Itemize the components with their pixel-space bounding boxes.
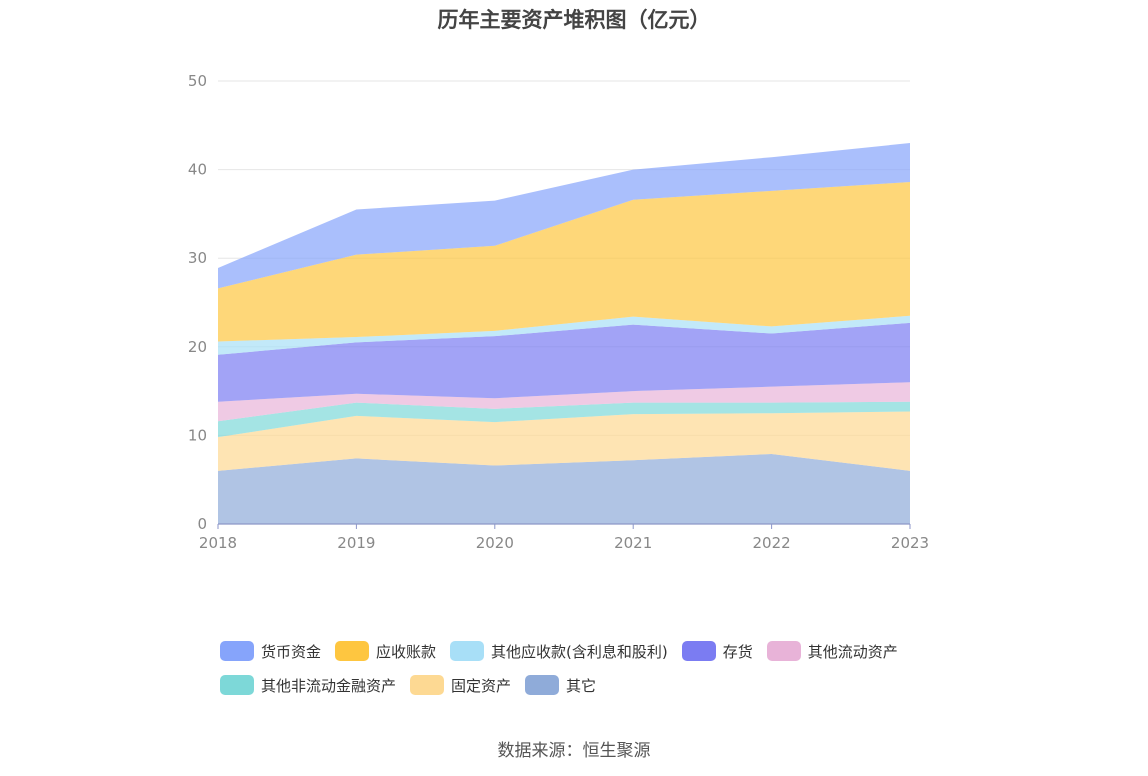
legend-item-存货[interactable]: 存货 xyxy=(681,640,753,662)
area-其他非流动金融资产 xyxy=(218,401,910,438)
legend-swatch xyxy=(220,641,254,661)
area-series xyxy=(218,143,910,524)
legend-item-其他流动资产[interactable]: 其他流动资产 xyxy=(766,640,898,662)
area-存货 xyxy=(218,322,910,402)
legend-label: 货币资金 xyxy=(261,642,322,661)
legend-swatch xyxy=(525,675,560,695)
axes: 0 10 20 30 40 50 2018 2019 2020 2021 2022 2023 xyxy=(188,72,929,552)
legend-item-其他应收款[interactable]: 其他应收款(含利息和股利) xyxy=(450,640,668,662)
legend-label: 其他应收款(含利息和股利) xyxy=(491,642,668,661)
legend: 货币资金 应收账款 其他应收款(含利息和股利) 存货 其他流动资产 其他非流动金… xyxy=(220,640,980,696)
legend-label: 其它 xyxy=(566,676,597,695)
x-tick-label: 2019 xyxy=(337,534,375,552)
legend-label: 应收账款 xyxy=(376,642,437,661)
data-source-note: 数据来源：恒生聚源 xyxy=(497,741,651,761)
legend-swatch xyxy=(220,675,254,695)
area-其它 xyxy=(218,454,910,524)
x-tick-label: 2021 xyxy=(614,534,652,552)
y-tick-label: 30 xyxy=(188,249,207,267)
legend-item-固定资产[interactable]: 固定资产 xyxy=(410,674,511,696)
area-货币资金 xyxy=(218,143,910,289)
legend-swatch xyxy=(410,675,445,695)
area-应收账款 xyxy=(218,182,910,342)
legend-label: 存货 xyxy=(722,642,753,661)
legend-label: 固定资产 xyxy=(451,676,512,695)
area-固定资产 xyxy=(218,411,910,471)
area-其他应收款(含利息和股利) xyxy=(218,315,910,355)
legend-label: 其他非流动金融资产 xyxy=(261,676,397,695)
y-tick-label: 0 xyxy=(197,515,207,533)
area-其他流动资产 xyxy=(218,382,910,422)
x-tick-label: 2023 xyxy=(891,534,929,552)
legend-item-其他非流动金融资产[interactable]: 其他非流动金融资产 xyxy=(220,674,396,696)
legend-swatch xyxy=(450,641,485,661)
y-tick-label: 40 xyxy=(188,161,207,179)
x-tick-label: 2018 xyxy=(199,534,237,552)
legend-item-货币资金[interactable]: 货币资金 xyxy=(220,640,321,662)
x-tick-label: 2022 xyxy=(753,534,791,552)
y-tick-label: 20 xyxy=(188,338,207,356)
x-tick-label: 2020 xyxy=(476,534,514,552)
legend-item-其它[interactable]: 其它 xyxy=(525,674,596,696)
legend-swatch xyxy=(681,641,716,661)
legend-swatch xyxy=(335,641,370,661)
y-tick-label: 10 xyxy=(188,426,207,444)
stacked-area-chart: 0 10 20 30 40 50 2018 2019 2020 2021 2022 2023 xyxy=(188,72,929,552)
legend-item-应收账款[interactable]: 应收账款 xyxy=(335,640,436,662)
legend-swatch xyxy=(766,641,801,661)
legend-label: 其他流动资产 xyxy=(807,642,898,661)
y-tick-label: 50 xyxy=(188,72,207,90)
chart-title: 历年主要资产堆积图（亿元） xyxy=(437,8,711,32)
